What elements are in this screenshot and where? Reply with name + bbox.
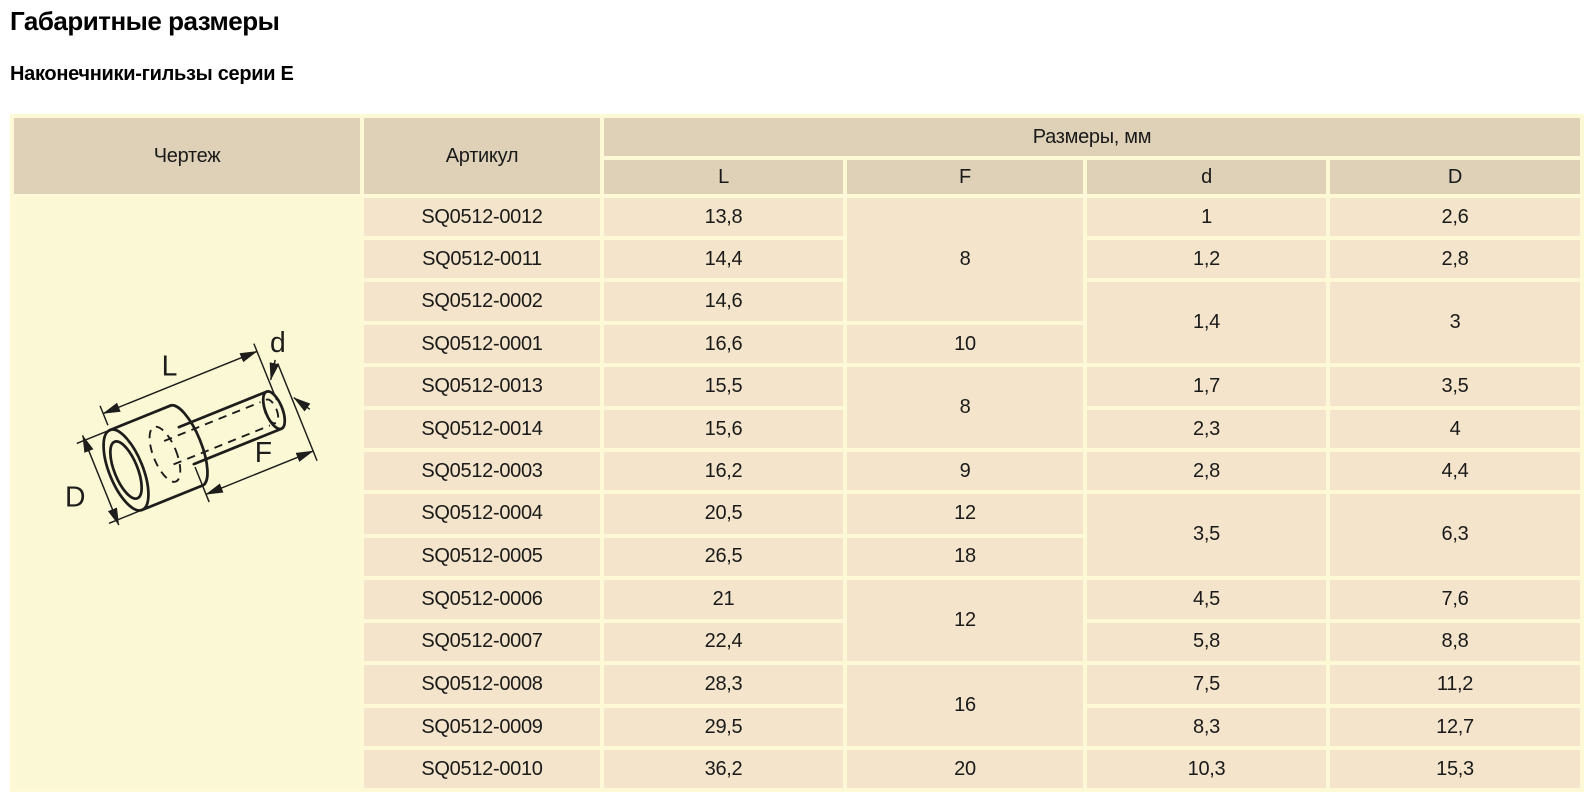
dim-L-cell: 36,2 <box>604 750 843 788</box>
header-col-D: D <box>1330 160 1580 194</box>
table-row: L d F <box>14 198 1580 788</box>
dim-d-cell: 2,8 <box>1087 452 1326 491</box>
dim-L-cell: 15,6 <box>604 410 843 449</box>
drawing-label-D: D <box>65 481 85 513</box>
dim-d-cell: 8,3 <box>1087 708 1326 746</box>
dim-D-cell: 15,3 <box>1330 750 1580 788</box>
article-cell: SQ0512-0002 <box>364 282 600 322</box>
dimensions-table: Чертеж Артикул Размеры, мм L F d D <box>10 114 1584 792</box>
table-header-row-1: Чертеж Артикул Размеры, мм <box>14 118 1580 194</box>
dim-d-cell: 3,5 <box>1087 494 1326 576</box>
dim-F-cell: 10 <box>847 325 1083 364</box>
dim-D-cell: 4 <box>1330 410 1580 449</box>
dim-D-cell: 8,8 <box>1330 622 1580 661</box>
article-cell: SQ0512-0011 <box>364 240 600 278</box>
article-cell: SQ0512-0008 <box>364 664 600 704</box>
article-cell: SQ0512-0010 <box>364 750 600 788</box>
header-dimensions-group: Размеры, мм <box>604 118 1580 156</box>
ferrule-drawing-cell: L d F <box>14 198 360 788</box>
ferrule-technical-drawing: L d F <box>65 327 318 526</box>
dim-D-cell: 2,8 <box>1330 240 1580 278</box>
dim-d-cell: 4,5 <box>1087 579 1326 619</box>
dim-D-cell: 11,2 <box>1330 664 1580 704</box>
table-row: SQ0512-0010 36,2 20 10,3 15,3 <box>14 750 1580 788</box>
dim-F-cell: 18 <box>847 537 1083 576</box>
dim-L-cell: 22,4 <box>604 622 843 661</box>
header-drawing: Чертеж <box>14 118 360 194</box>
dim-L-cell: 26,5 <box>604 537 843 576</box>
article-cell: SQ0512-0007 <box>364 622 600 661</box>
table-row: SQ0512-0009 29,5 8,3 12,7 <box>14 708 1580 746</box>
header-article: Артикул <box>364 118 600 194</box>
article-cell: SQ0512-0005 <box>364 537 600 576</box>
dim-d-cell: 5,8 <box>1087 622 1326 661</box>
dim-D-cell: 2,6 <box>1330 198 1580 236</box>
dim-F-cell: 16 <box>847 664 1083 746</box>
header-col-d: d <box>1087 160 1326 194</box>
header-col-F: F <box>847 160 1083 194</box>
drawing-label-d: d <box>270 327 285 359</box>
dim-L-cell: 20,5 <box>604 494 843 534</box>
dim-d-cell: 1 <box>1087 198 1326 236</box>
dim-L-cell: 16,2 <box>604 452 843 491</box>
article-cell: SQ0512-0004 <box>364 494 600 534</box>
dim-L-cell: 28,3 <box>604 664 843 704</box>
table-row: SQ0512-0007 22,4 5,8 8,8 <box>14 622 1580 661</box>
table-row: SQ0512-0003 16,2 9 2,8 4,4 <box>14 452 1580 491</box>
table-row: SQ0512-0013 15,5 8 1,7 3,5 <box>14 367 1580 449</box>
dim-d-cell: 1,7 <box>1087 367 1326 407</box>
dim-L-cell: 15,5 <box>604 367 843 407</box>
article-cell: SQ0512-0012 <box>364 198 600 236</box>
dim-d-cell: 1,2 <box>1087 240 1326 278</box>
table-row: SQ0512-0014 15,6 2,3 4 <box>14 410 1580 449</box>
drawing-label-F: F <box>255 437 272 469</box>
article-cell: SQ0512-0014 <box>364 410 600 449</box>
article-cell: SQ0512-0006 <box>364 579 600 619</box>
dim-D-cell: 3,5 <box>1330 367 1580 407</box>
dim-F-cell: 9 <box>847 452 1083 491</box>
table-row: SQ0512-0011 14,4 1,2 2,8 <box>14 240 1580 278</box>
table-row: SQ0512-0008 28,3 16 7,5 11,2 <box>14 664 1580 746</box>
dim-L-cell: 14,4 <box>604 240 843 278</box>
dim-d-cell: 2,3 <box>1087 410 1326 449</box>
drawing-label-L: L <box>162 350 177 382</box>
dim-d-cell: 1,4 <box>1087 282 1326 364</box>
article-cell: SQ0512-0003 <box>364 452 600 491</box>
dim-L-cell: 14,6 <box>604 282 843 322</box>
page-title: Габаритные размеры <box>10 6 280 36</box>
dim-D-cell: 12,7 <box>1330 708 1580 746</box>
dim-L-cell: 29,5 <box>604 708 843 746</box>
article-cell: SQ0512-0009 <box>364 708 600 746</box>
article-cell: SQ0512-0001 <box>364 325 600 364</box>
dim-D-cell: 3 <box>1330 282 1580 364</box>
table-row: SQ0512-0001 16,6 10 <box>14 325 1580 364</box>
dim-F-cell: 8 <box>847 367 1083 449</box>
dim-D-cell: 6,3 <box>1330 494 1580 576</box>
dim-d-cell: 7,5 <box>1087 664 1326 704</box>
dim-F-cell: 12 <box>847 494 1083 534</box>
article-cell: SQ0512-0013 <box>364 367 600 407</box>
dim-F-cell: 20 <box>847 750 1083 788</box>
table-row: SQ0512-0006 21 12 4,5 7,6 <box>14 579 1580 661</box>
dim-d-cell: 10,3 <box>1087 750 1326 788</box>
dim-L-cell: 13,8 <box>604 198 843 236</box>
dim-L-cell: 21 <box>604 579 843 619</box>
table-header-row-2: L F d D <box>14 160 1580 194</box>
dim-F-cell: 12 <box>847 579 1083 661</box>
dim-D-cell: 7,6 <box>1330 579 1580 619</box>
header-col-L: L <box>604 160 843 194</box>
dim-D-cell: 4,4 <box>1330 452 1580 491</box>
dim-L-cell: 16,6 <box>604 325 843 364</box>
table-row: SQ0512-0005 26,5 18 <box>14 537 1580 576</box>
table-row: SQ0512-0002 14,6 1,4 3 <box>14 282 1580 364</box>
series-subtitle: Наконечники-гильзы серии Е <box>10 63 294 85</box>
dim-F-cell: 8 <box>847 198 1083 322</box>
table-row: SQ0512-0004 20,5 12 3,5 6,3 <box>14 494 1580 576</box>
